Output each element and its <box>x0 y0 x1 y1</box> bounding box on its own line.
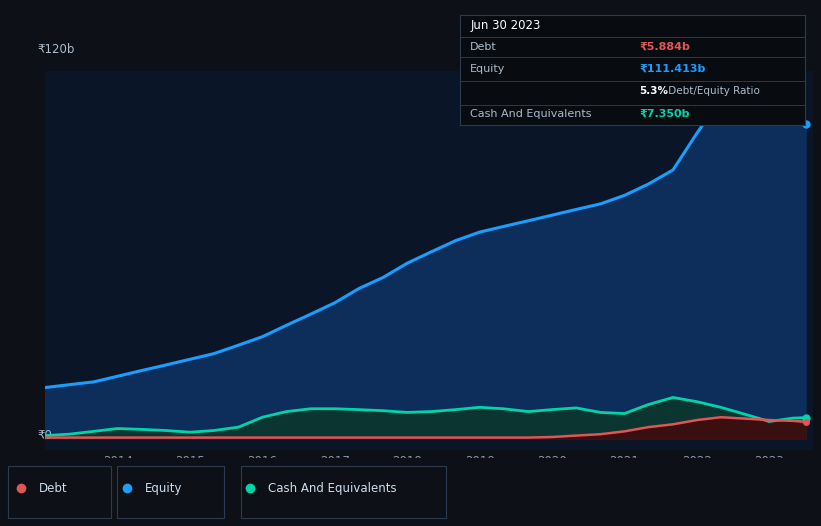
Text: ₹5.884b: ₹5.884b <box>640 42 690 52</box>
Text: 5.3%: 5.3% <box>640 86 668 96</box>
Text: ₹120b: ₹120b <box>38 43 75 56</box>
Text: Debt: Debt <box>470 42 497 52</box>
Text: Cash And Equivalents: Cash And Equivalents <box>470 109 592 119</box>
Text: Debt/Equity Ratio: Debt/Equity Ratio <box>665 86 760 96</box>
Text: ₹111.413b: ₹111.413b <box>640 64 706 74</box>
Text: ₹0: ₹0 <box>38 429 53 442</box>
Text: Jun 30 2023: Jun 30 2023 <box>470 19 541 33</box>
Text: Equity: Equity <box>145 482 183 495</box>
Text: Cash And Equivalents: Cash And Equivalents <box>268 482 397 495</box>
Bar <box>8 466 111 518</box>
Text: Debt: Debt <box>39 482 67 495</box>
Bar <box>241 466 446 518</box>
Text: ₹7.350b: ₹7.350b <box>640 109 690 119</box>
Text: Equity: Equity <box>470 64 506 74</box>
Bar <box>117 466 224 518</box>
